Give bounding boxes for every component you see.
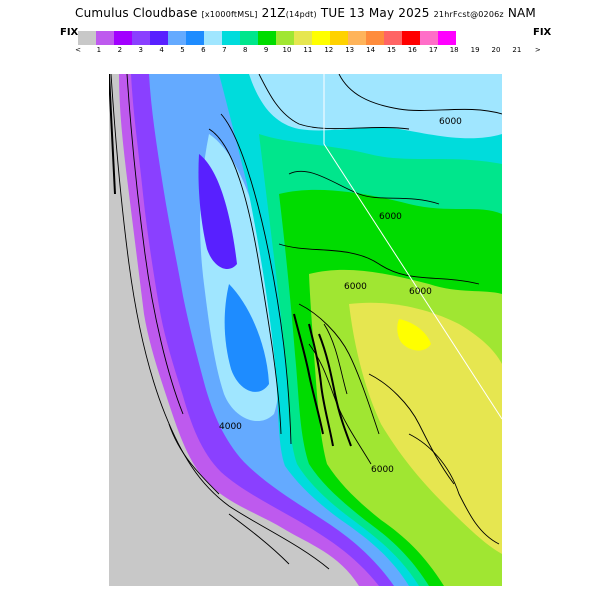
scale-tick: < <box>75 46 81 54</box>
scale-swatch <box>222 31 240 45</box>
scale-swatch <box>330 31 348 45</box>
high-cloudbase-yellow <box>349 302 502 554</box>
map-title: Cumulus Cloudbase [x1000ftMSL] 21Z(14pdt… <box>0 6 611 20</box>
scale-swatch <box>276 31 294 45</box>
scale-tick: 18 <box>449 46 459 54</box>
scale-swatch <box>258 31 276 45</box>
scale-tick: 17 <box>428 46 438 54</box>
scale-tick: 13 <box>345 46 355 54</box>
scale-swatch <box>78 31 96 45</box>
scale-tick: 5 <box>180 46 185 54</box>
scale-tick: 19 <box>470 46 480 54</box>
scale-tick: > <box>534 46 541 54</box>
contour-label: 6000 <box>439 117 462 127</box>
scale-swatch <box>186 31 204 45</box>
contour-label: 6000 <box>379 212 402 222</box>
scale-swatch <box>366 31 384 45</box>
scale-tick: 1 <box>96 46 102 54</box>
contour-label: 6000 <box>344 282 367 292</box>
title-units: [x1000ftMSL] <box>201 10 258 19</box>
title-date: TUE 13 May 2025 <box>320 6 430 20</box>
scale-swatch <box>312 31 330 45</box>
valley-deep-blue <box>198 154 237 269</box>
color-scale-ticks: <1 2 3 4 5 6 7 8 9 10 11 12 13 14 15 16 17 18 19 20 21 > <box>69 46 541 56</box>
scale-swatch <box>168 31 186 45</box>
scale-tick: 16 <box>407 46 417 54</box>
title-field: Cumulus Cloudbase <box>75 6 198 20</box>
scale-swatch <box>438 31 456 45</box>
scale-swatch <box>348 31 366 45</box>
fix-label-right: FIX <box>533 27 552 38</box>
scale-tick: 9 <box>263 46 269 54</box>
scale-tick: 2 <box>117 46 123 54</box>
peak-cloudbase-yellow <box>397 319 431 351</box>
scale-tick: 6 <box>201 46 206 54</box>
contour-label: 6000 <box>371 465 394 475</box>
scale-tick: 12 <box>324 46 334 54</box>
contour-label: 4000 <box>219 422 242 432</box>
title-local: (14pdt) <box>285 10 317 19</box>
valley-mid-blue <box>224 284 269 392</box>
scale-swatch <box>204 31 222 45</box>
scale-swatch <box>402 31 420 45</box>
scale-tick: 11 <box>303 46 313 54</box>
scale-swatch <box>294 31 312 45</box>
scale-swatch <box>384 31 402 45</box>
contour-label: 6000 <box>409 287 432 297</box>
scale-tick: 15 <box>387 46 396 54</box>
title-forecast: 21hrFcst@0206z <box>433 10 504 19</box>
scale-tick: 7 <box>222 46 227 54</box>
scale-swatch <box>240 31 258 45</box>
thick-terrain-lines <box>109 74 352 447</box>
scale-tick: 3 <box>138 46 143 54</box>
northern-cyan-lobe <box>249 74 502 139</box>
scale-swatch <box>114 31 132 45</box>
scale-swatch <box>420 31 438 45</box>
scale-tick: 20 <box>491 46 501 54</box>
scale-tick: 8 <box>242 46 248 54</box>
scale-swatch <box>150 31 168 45</box>
title-model: NAM <box>507 6 536 20</box>
color-scale <box>78 31 456 45</box>
fix-label-left: FIX <box>60 27 79 38</box>
contour-lines <box>110 74 502 570</box>
scale-tick: 21 <box>512 46 522 54</box>
scale-swatch <box>96 31 114 45</box>
title-valid: 21Z <box>261 6 286 20</box>
cloudbase-map: 6000 6000 6000 6000 6000 4000 <box>109 74 502 586</box>
scale-swatch <box>132 31 150 45</box>
scale-tick: 14 <box>366 46 376 54</box>
state-border <box>323 74 502 420</box>
scale-tick: 10 <box>282 46 292 54</box>
scale-tick: 4 <box>159 46 164 54</box>
